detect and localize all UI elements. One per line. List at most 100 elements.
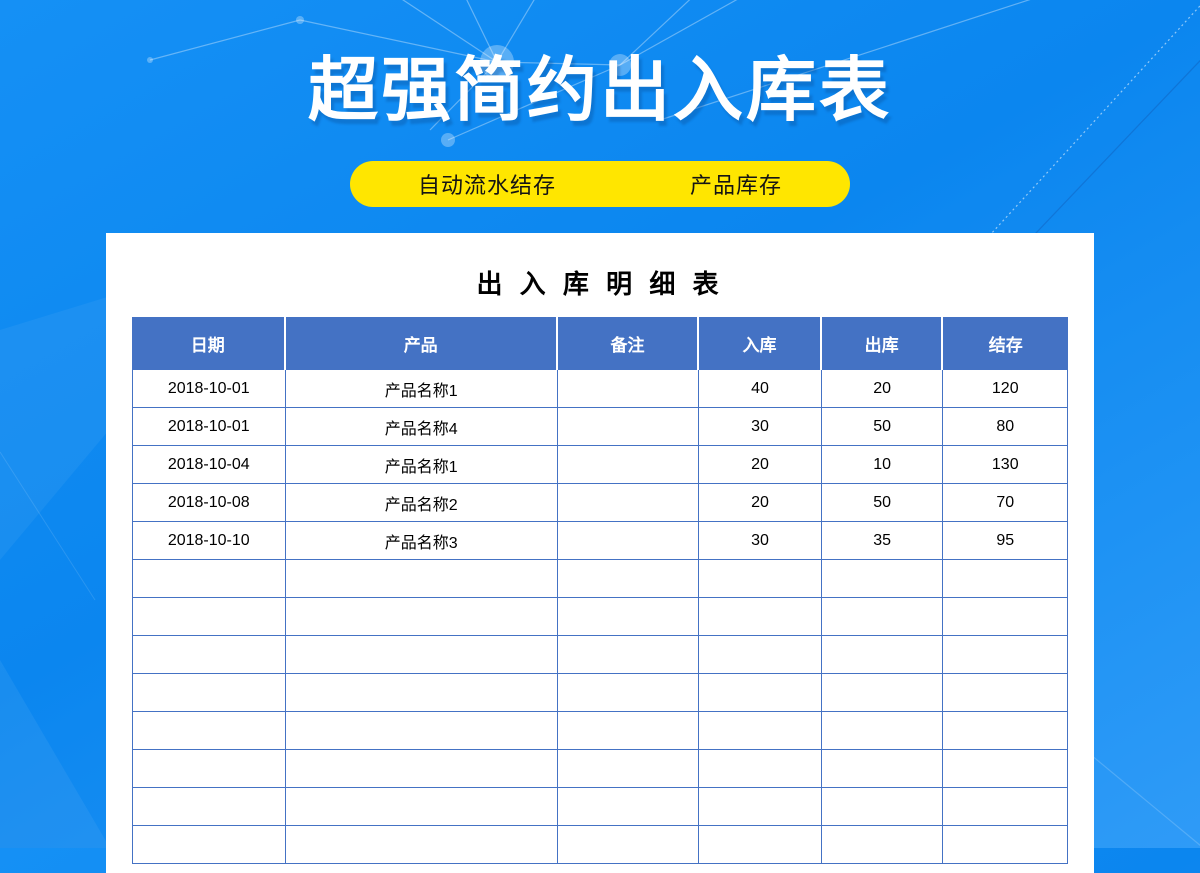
header-row: 日期 产品 备注 入库 出库 结存 bbox=[132, 317, 1068, 370]
cell[interactable] bbox=[132, 636, 286, 674]
table-row-empty bbox=[132, 636, 1068, 674]
cell[interactable] bbox=[557, 370, 700, 408]
cell[interactable] bbox=[821, 598, 944, 636]
cell[interactable]: 50 bbox=[821, 484, 944, 522]
cell[interactable] bbox=[285, 636, 558, 674]
cell[interactable] bbox=[557, 408, 700, 446]
cell[interactable]: 20 bbox=[821, 370, 944, 408]
cell[interactable] bbox=[285, 712, 558, 750]
cell[interactable]: 95 bbox=[943, 522, 1068, 560]
cell[interactable] bbox=[557, 788, 700, 826]
cell[interactable] bbox=[557, 560, 700, 598]
cell[interactable]: 35 bbox=[821, 522, 944, 560]
cell[interactable] bbox=[132, 560, 286, 598]
cell[interactable] bbox=[132, 750, 286, 788]
cell[interactable] bbox=[285, 788, 558, 826]
cell[interactable] bbox=[943, 788, 1068, 826]
cell[interactable]: 产品名称2 bbox=[285, 484, 558, 522]
cell[interactable]: 130 bbox=[943, 446, 1068, 484]
cell[interactable] bbox=[557, 636, 700, 674]
cell[interactable] bbox=[699, 598, 822, 636]
cell[interactable] bbox=[285, 560, 558, 598]
column-header-2: 备注 bbox=[557, 317, 700, 370]
cell[interactable]: 2018-10-08 bbox=[132, 484, 286, 522]
cell[interactable] bbox=[821, 560, 944, 598]
cell[interactable] bbox=[699, 560, 822, 598]
cell[interactable] bbox=[699, 826, 822, 864]
cell[interactable]: 30 bbox=[699, 408, 822, 446]
cell[interactable]: 50 bbox=[821, 408, 944, 446]
cell[interactable] bbox=[557, 674, 700, 712]
cell[interactable] bbox=[943, 560, 1068, 598]
table-row: 2018-10-01 产品名称4 30 50 80 bbox=[132, 408, 1068, 446]
cell[interactable] bbox=[557, 598, 700, 636]
cell[interactable] bbox=[557, 522, 700, 560]
cell[interactable]: 40 bbox=[699, 370, 822, 408]
cell[interactable]: 产品名称4 bbox=[285, 408, 558, 446]
cell[interactable] bbox=[132, 788, 286, 826]
cell[interactable] bbox=[132, 826, 286, 864]
cell[interactable] bbox=[821, 674, 944, 712]
cell[interactable] bbox=[821, 788, 944, 826]
cell[interactable] bbox=[943, 750, 1068, 788]
cell[interactable] bbox=[699, 636, 822, 674]
cell[interactable]: 产品名称1 bbox=[285, 370, 558, 408]
sheet-title: 出 入 库 明 细 表 bbox=[476, 269, 724, 299]
cell[interactable] bbox=[285, 674, 558, 712]
ledger-table: 日期 产品 备注 入库 出库 结存 2018-10-01 产品名称1 40 20 120 2018-… bbox=[132, 317, 1068, 864]
diagonal-line-bottom-right bbox=[1084, 749, 1200, 846]
cell[interactable] bbox=[821, 712, 944, 750]
cell[interactable] bbox=[557, 446, 700, 484]
cell[interactable] bbox=[699, 750, 822, 788]
cell[interactable]: 20 bbox=[699, 446, 822, 484]
cell[interactable] bbox=[699, 712, 822, 750]
cell[interactable]: 产品名称3 bbox=[285, 522, 558, 560]
table-row-empty bbox=[132, 788, 1068, 826]
cell[interactable] bbox=[285, 750, 558, 788]
cell[interactable] bbox=[699, 788, 822, 826]
cell[interactable]: 20 bbox=[699, 484, 822, 522]
cell[interactable]: 80 bbox=[943, 408, 1068, 446]
cell[interactable] bbox=[557, 712, 700, 750]
table-row: 2018-10-08 产品名称2 20 50 70 bbox=[132, 484, 1068, 522]
cell[interactable] bbox=[943, 674, 1068, 712]
cell[interactable] bbox=[557, 484, 700, 522]
cell[interactable] bbox=[557, 826, 700, 864]
table-row-empty bbox=[132, 560, 1068, 598]
cell[interactable]: 10 bbox=[821, 446, 944, 484]
cell[interactable] bbox=[699, 674, 822, 712]
cell[interactable] bbox=[943, 598, 1068, 636]
table-row: 2018-10-04 产品名称1 20 10 130 bbox=[132, 446, 1068, 484]
cell[interactable] bbox=[285, 826, 558, 864]
cell[interactable]: 2018-10-04 bbox=[132, 446, 286, 484]
sheet-card: 出 入 库 明 细 表 日期 产品 备注 入库 出库 结存 2018-10-01 产品名称1… bbox=[106, 233, 1094, 873]
table-row-empty bbox=[132, 674, 1068, 712]
cell[interactable]: 2018-10-10 bbox=[132, 522, 286, 560]
cell[interactable] bbox=[285, 598, 558, 636]
cell[interactable] bbox=[943, 636, 1068, 674]
cell[interactable] bbox=[132, 598, 286, 636]
cell[interactable]: 70 bbox=[943, 484, 1068, 522]
cell[interactable] bbox=[821, 750, 944, 788]
column-header-4: 出库 bbox=[821, 317, 944, 370]
cell[interactable]: 产品名称1 bbox=[285, 446, 558, 484]
table-row: 2018-10-10 产品名称3 30 35 95 bbox=[132, 522, 1068, 560]
cell[interactable] bbox=[943, 712, 1068, 750]
column-header-3: 入库 bbox=[699, 317, 822, 370]
cell[interactable]: 2018-10-01 bbox=[132, 370, 286, 408]
cell[interactable] bbox=[821, 636, 944, 674]
table-row: 2018-10-01 产品名称1 40 20 120 bbox=[132, 370, 1068, 408]
link-auto-flow-balance[interactable]: 自动流水结存 bbox=[418, 173, 557, 198]
column-header-5: 结存 bbox=[943, 317, 1068, 370]
cell[interactable] bbox=[557, 750, 700, 788]
cell[interactable] bbox=[943, 826, 1068, 864]
cell[interactable]: 30 bbox=[699, 522, 822, 560]
link-product-stock[interactable]: 产品库存 bbox=[689, 173, 782, 198]
cell[interactable]: 120 bbox=[943, 370, 1068, 408]
cell[interactable] bbox=[132, 674, 286, 712]
cell[interactable]: 2018-10-01 bbox=[132, 408, 286, 446]
cell[interactable] bbox=[821, 826, 944, 864]
table-row-empty bbox=[132, 826, 1068, 864]
table-row-empty bbox=[132, 598, 1068, 636]
cell[interactable] bbox=[132, 712, 286, 750]
